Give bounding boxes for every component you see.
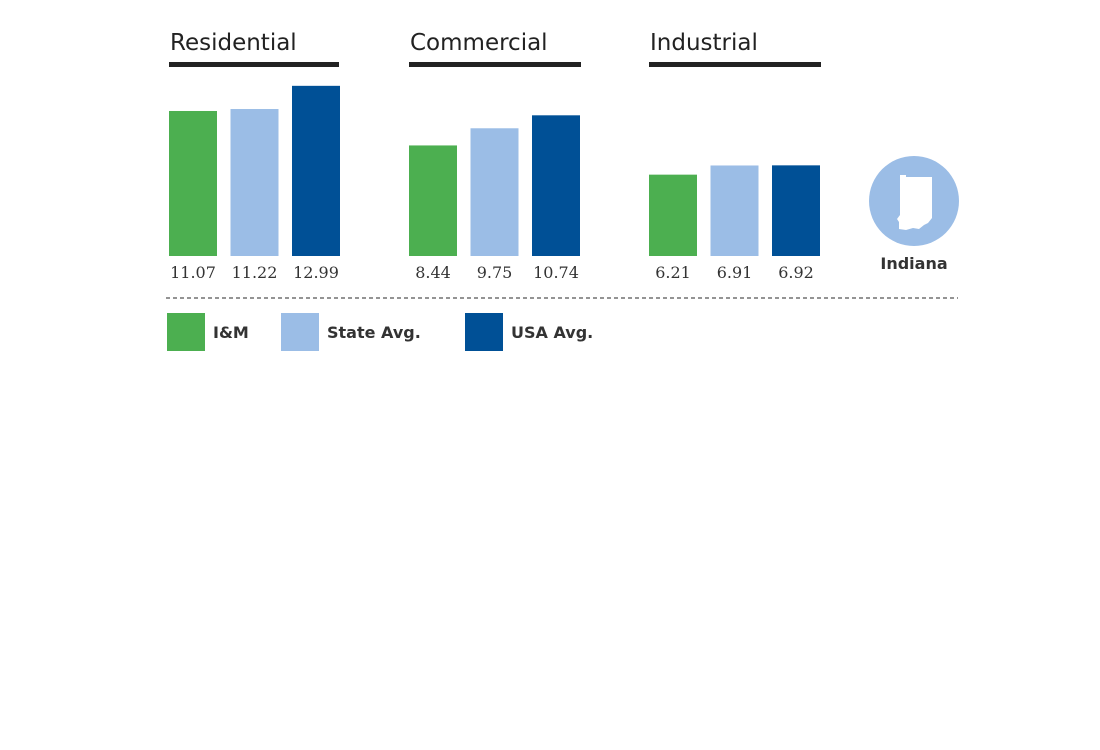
bar-industrial-i-m <box>649 174 697 256</box>
bar-commercial-usa-avg <box>532 115 580 256</box>
bar-industrial-usa-avg <box>772 165 820 256</box>
indiana-state-icon <box>897 175 932 230</box>
value-label-commercial-state-avg: 9.75 <box>477 263 513 282</box>
group-title-underline <box>409 62 581 67</box>
legend-swatch-i-m <box>167 313 205 351</box>
state-badge: Indiana <box>869 156 959 273</box>
legend-item-i-m: I&M <box>167 313 249 351</box>
bar-commercial-state-avg <box>470 128 519 256</box>
group-title-industrial: Industrial <box>650 30 758 56</box>
group-title-underline <box>169 62 339 67</box>
legend-item-state-avg: State Avg. <box>281 313 421 351</box>
value-label-commercial-usa-avg: 10.74 <box>533 263 579 282</box>
group-industrial: Industrial 6.21 6.91 6.92 <box>649 30 821 282</box>
value-label-residential-usa-avg: 12.99 <box>293 263 339 282</box>
state-label: Indiana <box>880 254 947 273</box>
group-title-residential: Residential <box>170 30 297 56</box>
value-label-commercial-i-m: 8.44 <box>415 263 451 282</box>
legend-label-state-avg: State Avg. <box>327 323 421 342</box>
value-label-residential-state-avg: 11.22 <box>232 263 278 282</box>
bar-groups: Residential 11.07 11.22 12.99 Commercial 8.44… <box>169 30 821 282</box>
legend-item-usa-avg: USA Avg. <box>465 313 593 351</box>
bar-residential-i-m <box>169 110 217 256</box>
group-title-underline <box>649 62 821 67</box>
value-label-industrial-usa-avg: 6.92 <box>778 263 814 282</box>
bar-industrial-state-avg <box>710 165 759 256</box>
value-label-residential-i-m: 11.07 <box>170 263 216 282</box>
group-commercial: Commercial 8.44 9.75 10.74 <box>409 30 581 282</box>
value-label-industrial-state-avg: 6.91 <box>717 263 753 282</box>
bar-residential-state-avg <box>230 109 279 256</box>
legend: I&M State Avg. USA Avg. <box>167 313 593 351</box>
group-title-commercial: Commercial <box>410 30 548 56</box>
bar-residential-usa-avg <box>292 85 340 257</box>
legend-swatch-state-avg <box>281 313 319 351</box>
bar-commercial-i-m <box>409 145 457 256</box>
legend-swatch-usa-avg <box>465 313 503 351</box>
value-label-industrial-i-m: 6.21 <box>655 263 691 282</box>
legend-label-usa-avg: USA Avg. <box>511 323 593 342</box>
group-residential: Residential 11.07 11.22 12.99 <box>169 30 340 282</box>
legend-label-i-m: I&M <box>213 323 249 342</box>
